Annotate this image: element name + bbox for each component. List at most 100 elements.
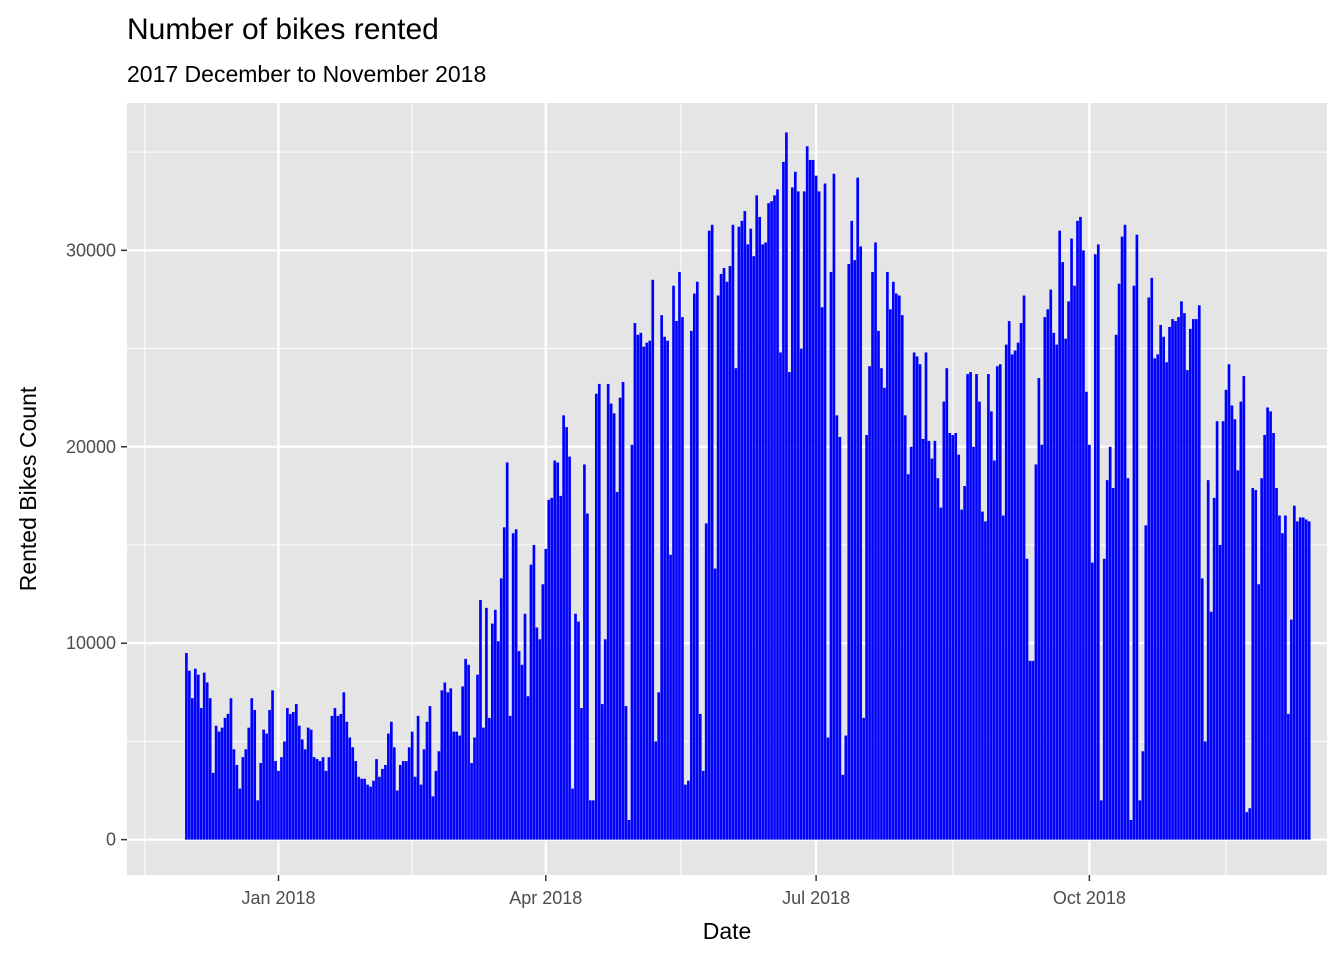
bar: [1067, 301, 1070, 840]
bar: [1298, 517, 1302, 840]
bar: [788, 372, 791, 840]
bar: [562, 415, 565, 840]
bar: [241, 757, 245, 840]
bar: [746, 244, 750, 840]
bar: [621, 381, 625, 840]
bar: [321, 757, 325, 840]
bar: [449, 688, 453, 840]
bar: [1304, 519, 1308, 840]
bar: [820, 307, 824, 840]
bar: [479, 599, 482, 840]
bar: [1162, 336, 1165, 840]
bar: [574, 613, 577, 840]
bar: [984, 521, 987, 840]
bar: [395, 790, 399, 840]
bar: [1192, 319, 1195, 840]
bar: [458, 735, 462, 840]
bar: [1203, 741, 1207, 840]
bar: [1242, 376, 1246, 840]
bar: [1058, 230, 1062, 840]
bar: [1019, 323, 1023, 840]
bar: [517, 651, 521, 840]
bar: [948, 433, 952, 840]
bar: [1108, 446, 1112, 840]
bar: [434, 770, 438, 840]
bar: [1040, 444, 1044, 840]
bar: [1138, 800, 1142, 840]
bar: [1052, 332, 1056, 840]
bar: [202, 672, 206, 840]
bar: [1073, 285, 1076, 840]
bar: [229, 698, 233, 840]
bar: [1007, 321, 1011, 840]
bar: [1307, 521, 1311, 840]
bar: [811, 159, 815, 840]
bar: [425, 721, 429, 840]
bar: [1070, 238, 1073, 840]
bar: [464, 658, 467, 840]
bar: [1218, 544, 1222, 840]
bar: [488, 717, 491, 840]
bar: [280, 757, 283, 840]
bar: [214, 725, 218, 840]
bar: [1171, 319, 1174, 840]
bar: [918, 364, 922, 840]
bar: [476, 674, 479, 840]
bar: [1147, 297, 1151, 840]
bar: [1180, 301, 1183, 840]
bar: [963, 486, 966, 840]
bar: [592, 800, 595, 840]
bar: [636, 334, 640, 840]
bar: [883, 387, 886, 840]
bar: [410, 731, 414, 840]
bar: [336, 715, 340, 840]
bar: [915, 356, 919, 840]
bar: [936, 478, 940, 840]
chart-title: Number of bikes rented: [127, 13, 439, 46]
bar: [1168, 326, 1171, 840]
bar: [1183, 313, 1186, 840]
bar: [927, 440, 931, 840]
bar: [1177, 317, 1180, 840]
bar: [737, 226, 741, 840]
bar: [196, 674, 200, 840]
bar: [235, 764, 239, 840]
bar: [1034, 464, 1038, 840]
bar: [894, 293, 898, 840]
bar: [850, 220, 854, 840]
bar: [1251, 488, 1255, 840]
bar: [1159, 324, 1162, 840]
bar: [375, 759, 378, 840]
bar: [390, 721, 393, 840]
bar: [1117, 283, 1121, 840]
bar: [791, 187, 794, 840]
bar: [473, 737, 476, 840]
bar: [398, 764, 402, 840]
bar: [1254, 489, 1258, 840]
bar: [1022, 295, 1026, 840]
x-axis: Jan 2018 Apr 2018 Jul 2018 Oct 2018: [241, 875, 1126, 908]
bar: [1215, 421, 1219, 840]
bar: [972, 446, 975, 840]
bar: [259, 763, 262, 840]
bar: [324, 770, 328, 840]
bar: [550, 497, 554, 840]
bar: [909, 446, 913, 840]
bar: [886, 271, 889, 840]
bar: [244, 749, 248, 840]
bar: [381, 768, 384, 840]
bar: [205, 682, 209, 840]
bar: [862, 717, 865, 840]
bar: [208, 698, 212, 840]
bar: [553, 460, 557, 840]
bar: [283, 741, 286, 840]
bar: [654, 741, 658, 840]
bar: [1275, 488, 1278, 840]
bar: [413, 776, 417, 840]
bar: [577, 621, 580, 840]
bar: [1123, 224, 1127, 840]
bar: [681, 317, 684, 840]
bar: [309, 729, 313, 840]
bar: [957, 454, 961, 840]
bar: [954, 433, 958, 840]
